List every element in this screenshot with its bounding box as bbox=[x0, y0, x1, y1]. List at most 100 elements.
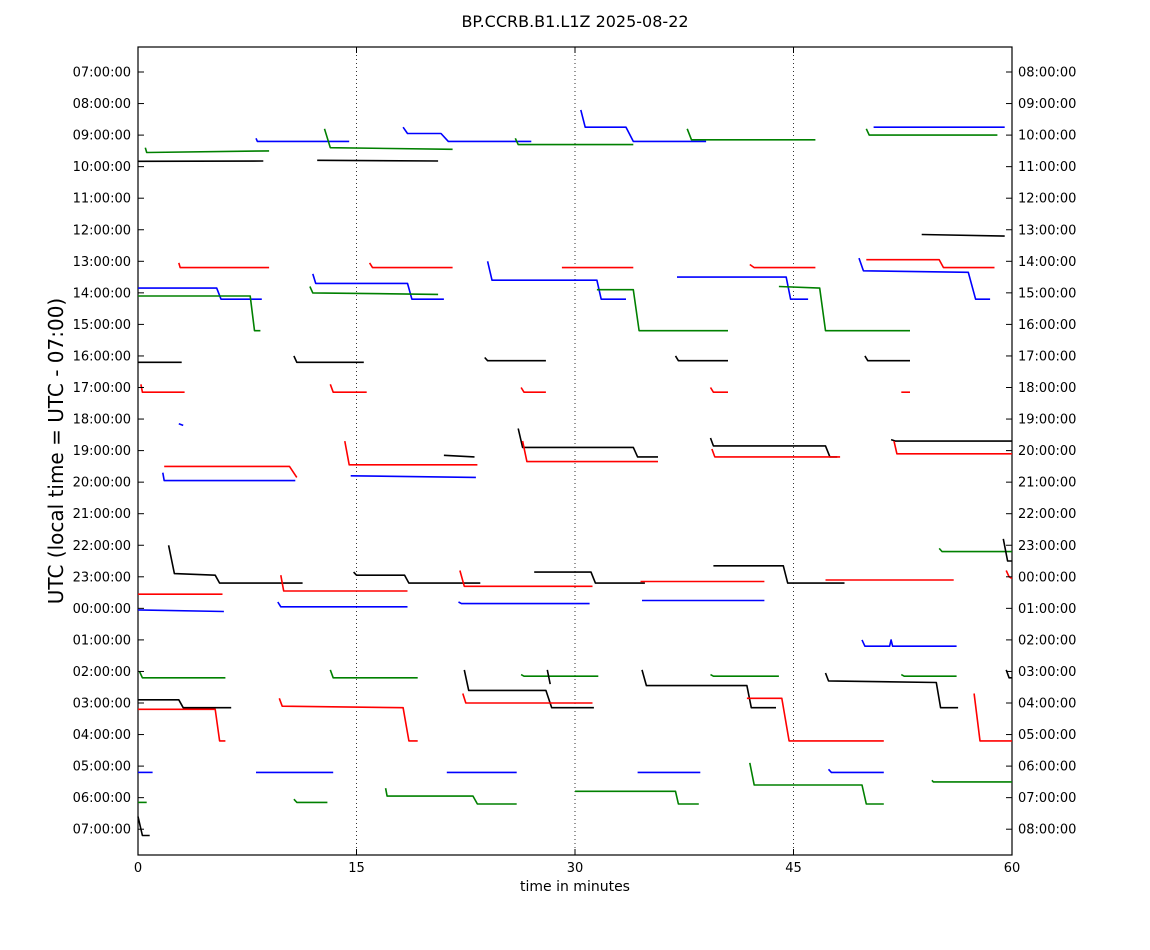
trace-line bbox=[309, 286, 439, 296]
trace-line bbox=[520, 673, 599, 678]
trace-line bbox=[293, 798, 328, 804]
trace-line bbox=[164, 465, 298, 478]
y-tick-label-right: 15:00:00 bbox=[1018, 286, 1076, 301]
y-tick-label-right: 17:00:00 bbox=[1018, 349, 1076, 364]
trace-line bbox=[138, 671, 226, 679]
trace-line bbox=[317, 159, 439, 162]
trace-line bbox=[674, 355, 728, 362]
trace-line bbox=[710, 673, 779, 678]
trace-line bbox=[280, 575, 408, 592]
x-tick-label: 15 bbox=[348, 861, 365, 876]
trace-line bbox=[709, 387, 728, 394]
y-tick-label-left: 16:00:00 bbox=[73, 349, 131, 364]
x-axis-label: time in minutes bbox=[520, 879, 630, 895]
y-tick-label-left: 12:00:00 bbox=[73, 223, 131, 238]
trace-line bbox=[546, 669, 551, 685]
y-tick-label-left: 04:00:00 bbox=[73, 728, 131, 743]
y-tick-label-right: 08:00:00 bbox=[1018, 823, 1076, 838]
y-tick-label-right: 02:00:00 bbox=[1018, 633, 1076, 648]
trace-line bbox=[890, 438, 1012, 442]
trace-line bbox=[746, 697, 884, 742]
trace-line bbox=[384, 788, 517, 805]
trace-line bbox=[921, 233, 1005, 237]
trace-line bbox=[938, 547, 1012, 553]
trace-line bbox=[368, 262, 453, 269]
trace-line bbox=[486, 261, 626, 301]
trace-line bbox=[778, 285, 910, 332]
y-tick-label-left: 09:00:00 bbox=[73, 129, 131, 144]
y-tick-label-left: 21:00:00 bbox=[73, 507, 131, 522]
y-tick-label-right: 08:00:00 bbox=[1018, 66, 1076, 81]
y-tick-label-right: 13:00:00 bbox=[1018, 223, 1076, 238]
x-tick-label: 60 bbox=[1004, 861, 1021, 876]
y-tick-label-right: 11:00:00 bbox=[1018, 160, 1076, 175]
trace-line bbox=[138, 295, 261, 332]
y-tick-label-left: 06:00:00 bbox=[73, 791, 131, 806]
trace-line bbox=[893, 440, 1012, 455]
trace-line bbox=[713, 564, 845, 584]
trace-line bbox=[138, 287, 262, 301]
trace-line bbox=[864, 355, 910, 362]
trace-line bbox=[255, 137, 350, 143]
trace-line bbox=[344, 440, 478, 466]
data-traces bbox=[137, 109, 1013, 837]
y-tick-label-right: 00:00:00 bbox=[1018, 570, 1076, 585]
trace-line bbox=[865, 128, 998, 136]
y-tick-label-right: 01:00:00 bbox=[1018, 602, 1076, 617]
trace-line bbox=[178, 423, 184, 427]
y-tick-label-left: 15:00:00 bbox=[73, 318, 131, 333]
plot-area bbox=[137, 46, 1013, 856]
y-tick-label-left: 00:00:00 bbox=[73, 602, 131, 617]
y-tick-label-left: 02:00:00 bbox=[73, 665, 131, 680]
trace-line bbox=[861, 639, 957, 648]
trace-line bbox=[137, 816, 150, 837]
trace-line bbox=[178, 262, 270, 269]
y-tick-label-left: 03:00:00 bbox=[73, 697, 131, 712]
trace-line bbox=[329, 384, 367, 394]
trace-line bbox=[580, 109, 707, 143]
trace-line bbox=[686, 128, 816, 141]
trace-line bbox=[167, 545, 303, 584]
y-tick-label-left: 01:00:00 bbox=[73, 633, 131, 648]
y-tick-label-left: 22:00:00 bbox=[73, 539, 131, 554]
y-tick-label-left: 05:00:00 bbox=[73, 760, 131, 775]
y-tick-label-left: 18:00:00 bbox=[73, 413, 131, 428]
x-tick-labels: 0 15 30 45 60 bbox=[134, 861, 1020, 876]
trace-line bbox=[277, 601, 408, 608]
y-tick-label-right: 23:00:00 bbox=[1018, 539, 1076, 554]
trace-line bbox=[140, 384, 185, 394]
trace-line bbox=[521, 440, 658, 463]
y-tick-label-left: 14:00:00 bbox=[73, 286, 131, 301]
y-tick-label-right: 12:00:00 bbox=[1018, 192, 1076, 207]
trace-line bbox=[749, 762, 884, 805]
trace-line bbox=[353, 571, 481, 584]
y-tick-labels-left: 07:00:00 08:00:00 09:00:00 10:00:00 11:00:00… bbox=[73, 66, 131, 838]
y-tick-label-right: 05:00:00 bbox=[1018, 728, 1076, 743]
trace-line bbox=[350, 475, 476, 479]
y-tick-label-right: 09:00:00 bbox=[1018, 97, 1076, 112]
trace-line bbox=[443, 454, 475, 458]
trace-line bbox=[827, 768, 884, 774]
trace-line bbox=[900, 673, 957, 678]
trace-line bbox=[458, 601, 590, 605]
trace-line bbox=[520, 387, 546, 394]
y-tick-label-right: 22:00:00 bbox=[1018, 507, 1076, 522]
y-tick-label-left: 17:00:00 bbox=[73, 381, 131, 396]
trace-line bbox=[138, 708, 226, 742]
trace-line bbox=[931, 779, 1012, 783]
axis-ticks bbox=[137, 47, 1013, 855]
trace-line bbox=[858, 257, 991, 301]
y-tick-label-right: 16:00:00 bbox=[1018, 318, 1076, 333]
y-tick-label-right: 06:00:00 bbox=[1018, 760, 1076, 775]
trace-line bbox=[517, 428, 658, 458]
trace-line bbox=[973, 693, 1012, 742]
y-tick-label-right: 07:00:00 bbox=[1018, 791, 1076, 806]
y-tick-label-left: 13:00:00 bbox=[73, 255, 131, 270]
y-tick-label-left: 20:00:00 bbox=[73, 476, 131, 491]
x-gridlines bbox=[356, 47, 794, 855]
y-tick-label-right: 04:00:00 bbox=[1018, 697, 1076, 712]
y-tick-label-right: 14:00:00 bbox=[1018, 255, 1076, 270]
trace-line bbox=[312, 273, 444, 301]
trace-line bbox=[596, 288, 728, 332]
trace-line bbox=[459, 570, 593, 588]
